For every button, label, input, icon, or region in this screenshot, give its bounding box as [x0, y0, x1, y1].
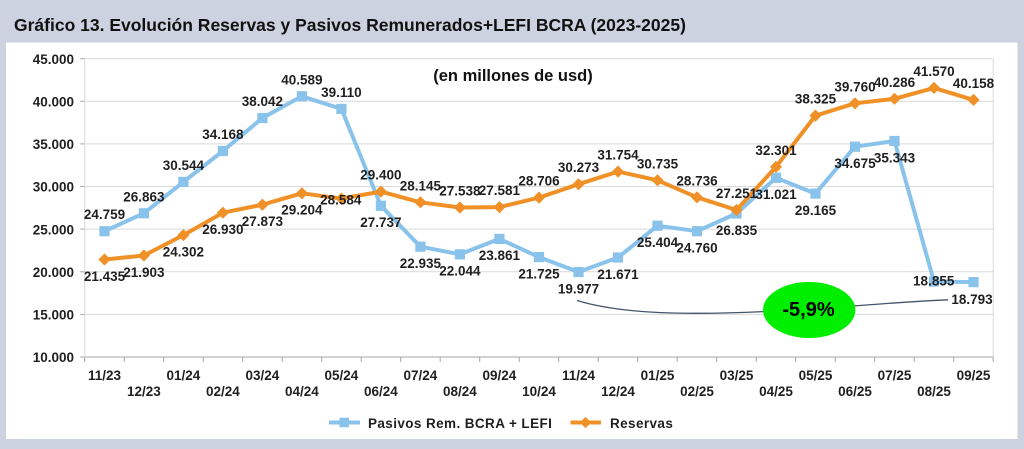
svg-text:21.671: 21.671 [597, 267, 639, 282]
svg-text:08/25: 08/25 [917, 384, 951, 399]
svg-text:-5,9%: -5,9% [782, 299, 834, 321]
svg-text:27.873: 27.873 [242, 214, 284, 229]
svg-text:40.589: 40.589 [281, 72, 322, 87]
svg-text:06/25: 06/25 [838, 384, 872, 399]
svg-text:10/24: 10/24 [522, 384, 556, 399]
svg-text:07/24: 07/24 [404, 368, 438, 383]
svg-text:18.855: 18.855 [913, 274, 955, 289]
svg-text:25.000: 25.000 [33, 222, 74, 237]
svg-text:26.930: 26.930 [202, 222, 243, 237]
svg-text:03/25: 03/25 [720, 368, 754, 383]
svg-text:25.404: 25.404 [637, 235, 679, 250]
svg-text:38.042: 38.042 [242, 94, 283, 109]
svg-text:41.570: 41.570 [913, 64, 954, 79]
svg-text:40.286: 40.286 [874, 75, 916, 90]
svg-text:31.021: 31.021 [755, 187, 797, 202]
svg-text:32.301: 32.301 [755, 143, 797, 158]
svg-text:24.302: 24.302 [163, 244, 204, 259]
svg-text:21.903: 21.903 [123, 265, 165, 280]
svg-text:21.725: 21.725 [518, 266, 560, 281]
svg-text:22.044: 22.044 [439, 264, 481, 279]
svg-text:45.000: 45.000 [33, 52, 74, 67]
svg-text:03/24: 03/24 [246, 368, 280, 383]
svg-text:08/24: 08/24 [443, 384, 477, 399]
svg-text:07/25: 07/25 [878, 368, 912, 383]
svg-text:10.000: 10.000 [33, 350, 74, 365]
svg-text:34.675: 34.675 [834, 156, 876, 171]
svg-text:29.204: 29.204 [281, 203, 323, 218]
svg-text:29.165: 29.165 [795, 203, 837, 218]
svg-text:28.736: 28.736 [676, 173, 718, 188]
svg-text:26.835: 26.835 [716, 223, 758, 238]
svg-text:34.168: 34.168 [202, 127, 244, 142]
svg-text:02/25: 02/25 [680, 384, 714, 399]
svg-text:04/24: 04/24 [285, 384, 319, 399]
svg-text:35.000: 35.000 [33, 137, 74, 152]
svg-text:39.110: 39.110 [321, 85, 362, 100]
svg-text:05/24: 05/24 [325, 368, 359, 383]
svg-text:30.273: 30.273 [558, 160, 600, 175]
svg-text:(en millones de usd): (en millones de usd) [433, 67, 593, 85]
svg-text:09/24: 09/24 [483, 368, 517, 383]
svg-text:28.145: 28.145 [400, 178, 442, 193]
svg-text:15.000: 15.000 [33, 308, 74, 323]
svg-text:06/24: 06/24 [364, 384, 398, 399]
svg-text:38.325: 38.325 [795, 92, 837, 107]
svg-text:04/25: 04/25 [759, 384, 793, 399]
svg-text:09/25: 09/25 [957, 368, 991, 383]
svg-text:30.000: 30.000 [33, 180, 74, 195]
svg-text:05/25: 05/25 [799, 368, 833, 383]
svg-text:01/24: 01/24 [167, 368, 201, 383]
svg-text:Gráfico 13. Evolución Reservas: Gráfico 13. Evolución Reservas y Pasivos… [14, 15, 686, 35]
svg-text:35.343: 35.343 [874, 150, 916, 165]
svg-text:22.935: 22.935 [400, 256, 442, 271]
svg-text:30.544: 30.544 [163, 158, 205, 173]
svg-text:12/24: 12/24 [601, 384, 635, 399]
svg-text:12/23: 12/23 [127, 384, 161, 399]
svg-text:40.000: 40.000 [33, 95, 74, 110]
svg-text:39.760: 39.760 [834, 79, 875, 94]
svg-text:19.977: 19.977 [558, 281, 599, 296]
svg-text:40.158: 40.158 [953, 76, 995, 91]
svg-text:01/25: 01/25 [641, 368, 675, 383]
svg-text:29.400: 29.400 [360, 168, 401, 183]
svg-text:28.706: 28.706 [518, 174, 560, 189]
svg-text:30.735: 30.735 [637, 156, 679, 171]
svg-text:27.737: 27.737 [360, 215, 401, 230]
svg-text:11/23: 11/23 [88, 368, 122, 383]
svg-text:23.861: 23.861 [479, 248, 521, 263]
svg-text:31.754: 31.754 [597, 148, 639, 163]
svg-text:11/24: 11/24 [562, 368, 596, 383]
svg-text:26.863: 26.863 [123, 189, 165, 204]
svg-text:27.538: 27.538 [439, 184, 481, 199]
svg-text:Pasivos Rem. BCRA + LEFI: Pasivos Rem. BCRA + LEFI [368, 416, 552, 431]
svg-text:27.251: 27.251 [716, 186, 758, 201]
svg-text:28.584: 28.584 [320, 193, 362, 208]
svg-text:21.435: 21.435 [84, 269, 126, 284]
svg-text:20.000: 20.000 [33, 265, 74, 280]
svg-text:02/24: 02/24 [206, 384, 240, 399]
svg-text:Reservas: Reservas [610, 416, 673, 431]
svg-text:18.793: 18.793 [951, 292, 993, 307]
svg-text:24.759: 24.759 [84, 207, 125, 222]
svg-text:24.760: 24.760 [676, 241, 717, 256]
svg-text:27.581: 27.581 [479, 183, 521, 198]
